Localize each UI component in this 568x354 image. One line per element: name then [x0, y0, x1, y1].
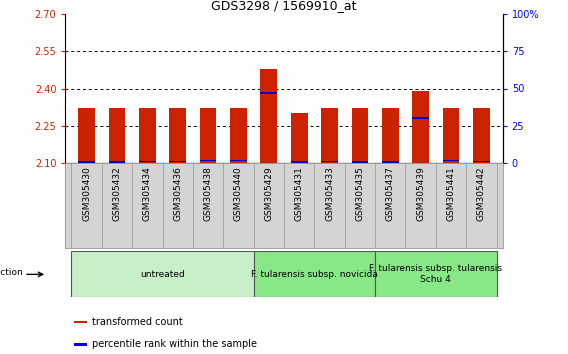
Text: GSM305430: GSM305430 [82, 166, 91, 221]
Bar [230, 160, 247, 161]
Bar [78, 108, 95, 163]
Bar [230, 108, 247, 163]
Bar [261, 92, 277, 94]
Text: transformed count: transformed count [91, 317, 182, 327]
Bar [352, 108, 368, 163]
Bar [321, 161, 338, 162]
Bar [261, 69, 277, 163]
Bar [473, 161, 490, 162]
Title: GDS3298 / 1569910_at: GDS3298 / 1569910_at [211, 0, 357, 12]
Bar [139, 161, 156, 162]
Text: GSM305438: GSM305438 [203, 166, 212, 221]
Text: F. tularensis subsp. tularensis
Schu 4: F. tularensis subsp. tularensis Schu 4 [369, 264, 502, 284]
Text: GSM305434: GSM305434 [143, 166, 152, 221]
Bar [108, 161, 126, 163]
Text: GSM305435: GSM305435 [356, 166, 365, 221]
Text: GSM305442: GSM305442 [477, 166, 486, 221]
Bar [169, 161, 186, 162]
Bar [74, 343, 87, 346]
Bar [382, 161, 399, 163]
Bar [200, 108, 216, 163]
Bar [352, 161, 368, 163]
Text: GSM305440: GSM305440 [234, 166, 243, 221]
Bar [412, 91, 429, 163]
Text: F. tularensis subsp. novicida: F. tularensis subsp. novicida [251, 270, 378, 279]
Text: untreated: untreated [140, 270, 185, 279]
Bar [442, 160, 460, 161]
Text: infection: infection [0, 268, 23, 276]
Text: GSM305441: GSM305441 [446, 166, 456, 221]
Text: GSM305432: GSM305432 [112, 166, 122, 221]
Text: GSM305439: GSM305439 [416, 166, 425, 221]
Bar [72, 251, 254, 297]
Bar [291, 113, 307, 163]
Bar [291, 161, 307, 163]
Text: percentile rank within the sample: percentile rank within the sample [91, 339, 257, 349]
Bar [139, 108, 156, 163]
Bar [382, 108, 399, 163]
Text: GSM305437: GSM305437 [386, 166, 395, 221]
Bar [74, 321, 87, 323]
Text: GSM305429: GSM305429 [264, 166, 273, 221]
Bar [375, 251, 496, 297]
Bar [442, 108, 460, 163]
Text: GSM305431: GSM305431 [295, 166, 304, 221]
Bar [412, 118, 429, 119]
Bar [78, 161, 95, 163]
Bar [169, 108, 186, 163]
Bar [321, 108, 338, 163]
Text: GSM305436: GSM305436 [173, 166, 182, 221]
Bar [108, 108, 126, 163]
Bar [200, 160, 216, 161]
Bar [254, 251, 375, 297]
Text: GSM305433: GSM305433 [325, 166, 334, 221]
Bar [473, 108, 490, 163]
